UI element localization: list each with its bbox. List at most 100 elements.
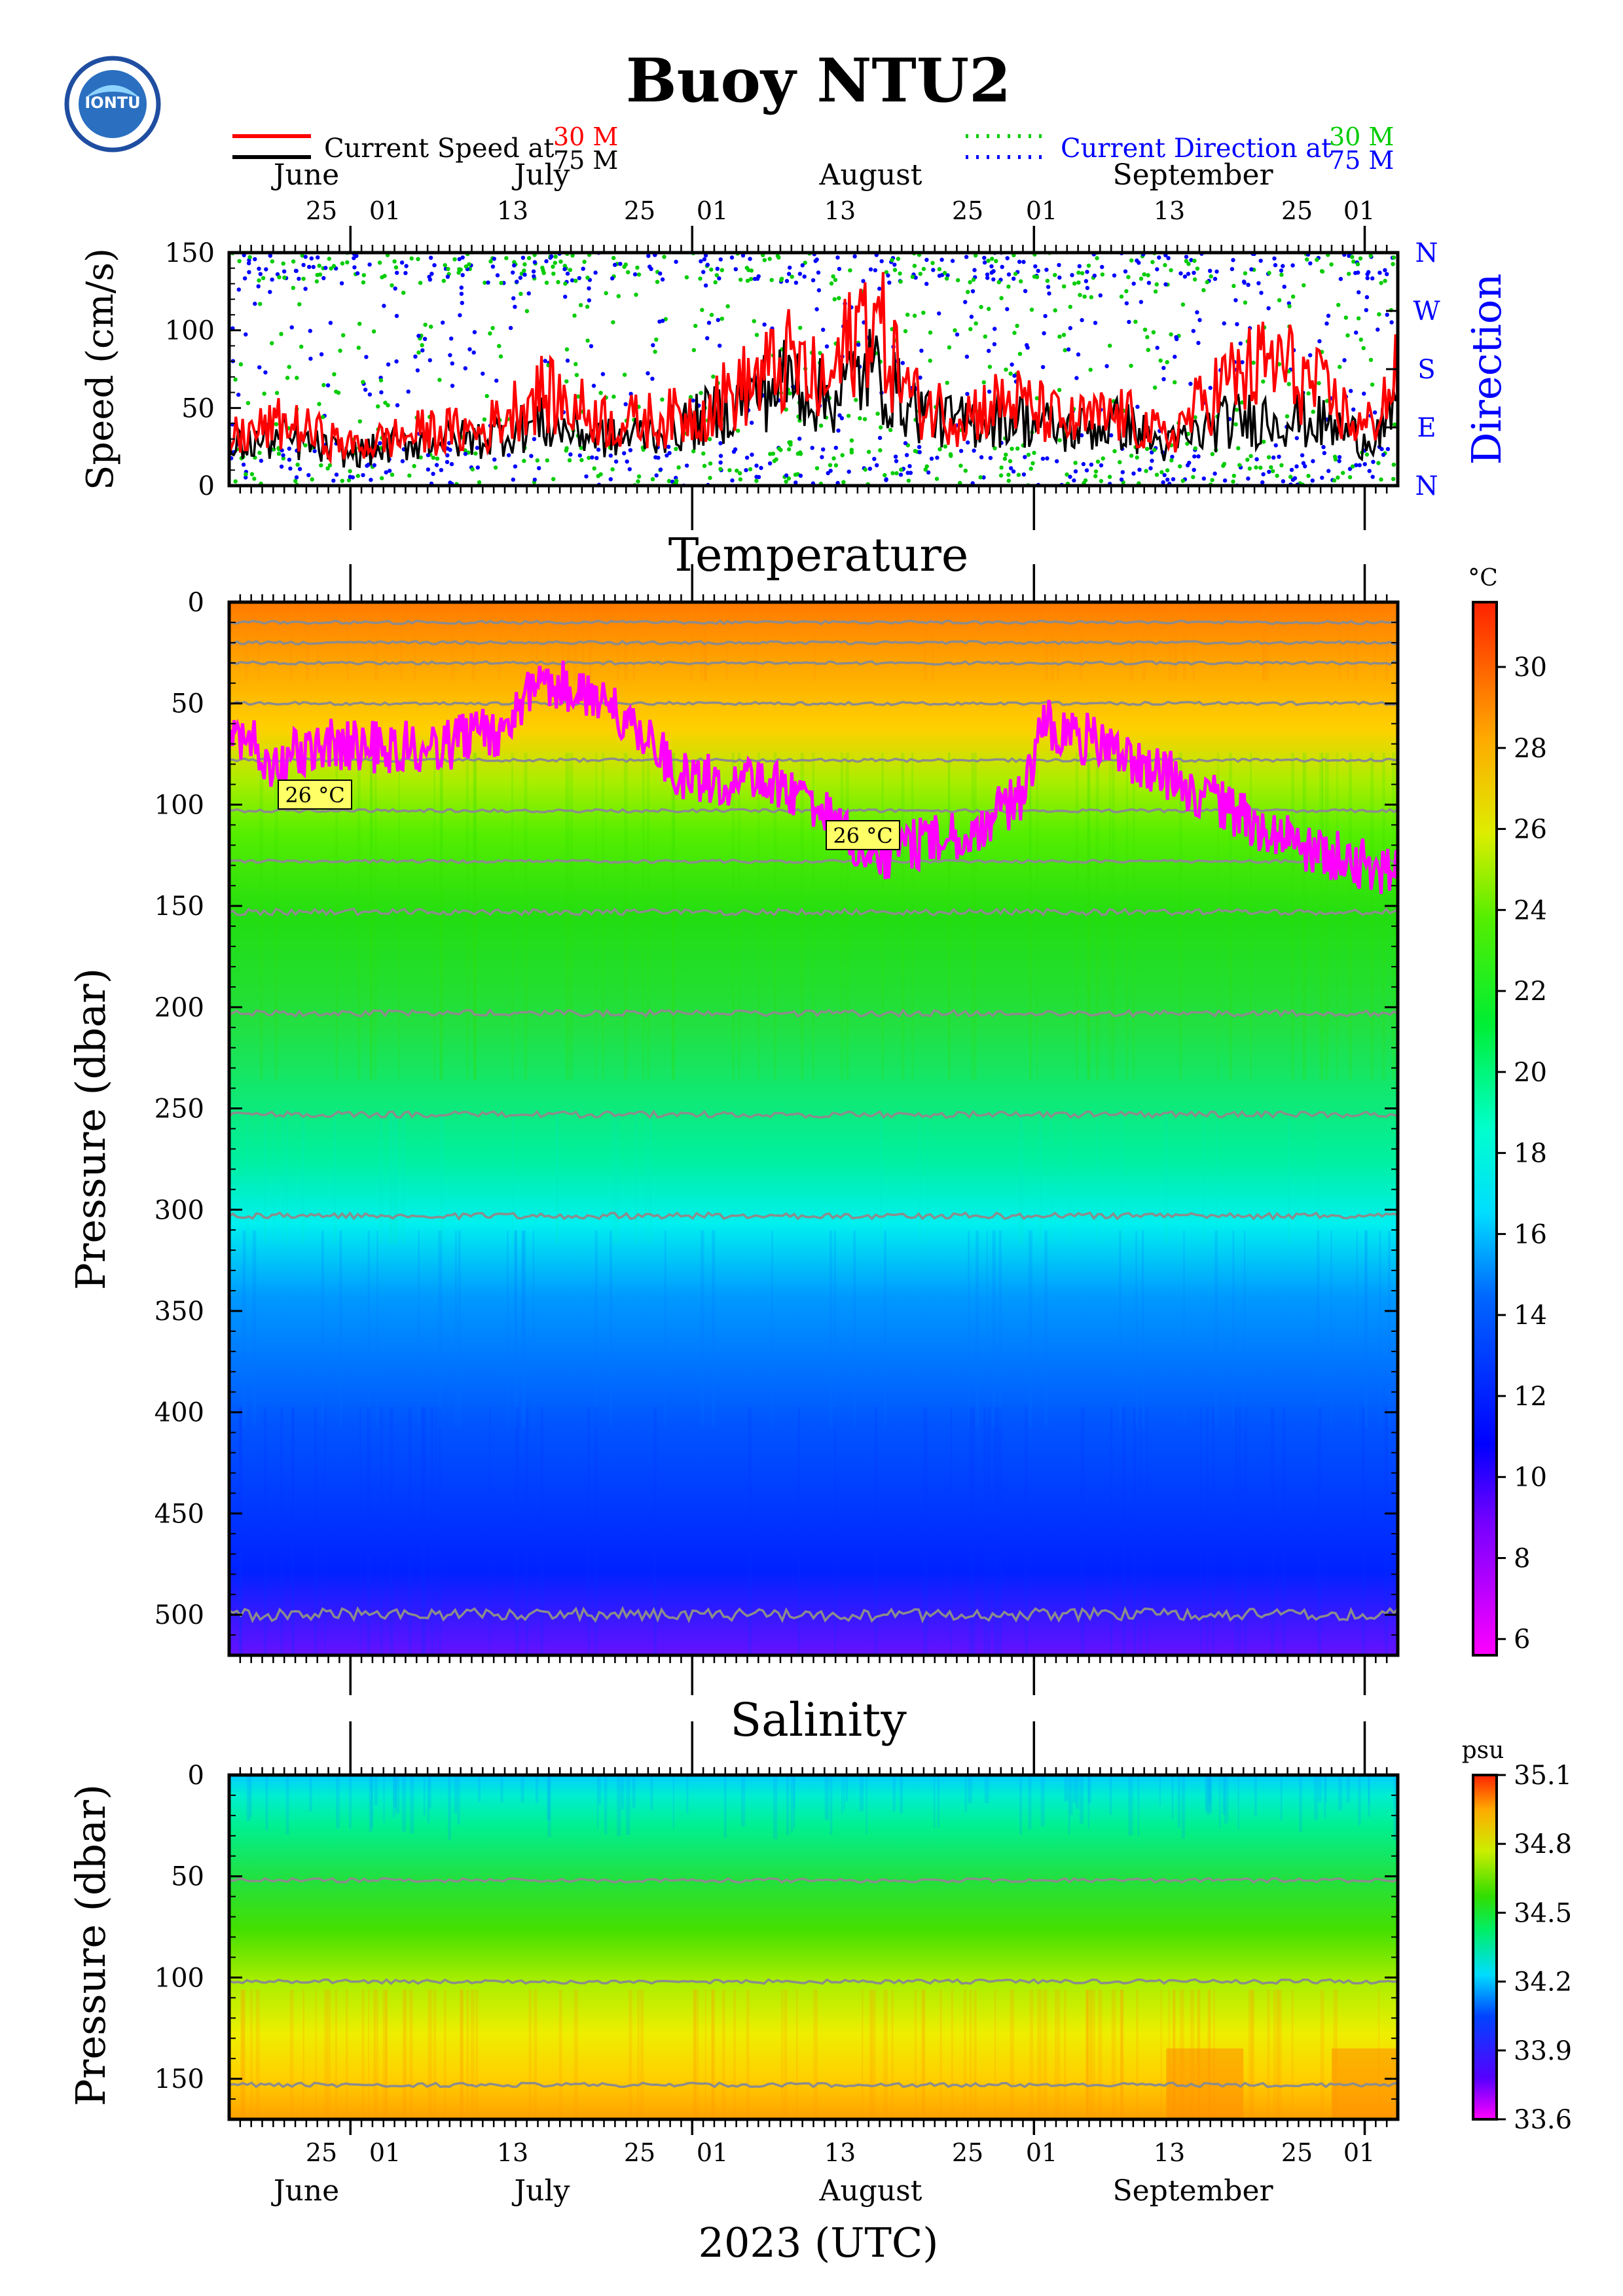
direction-dot xyxy=(1345,333,1350,338)
direction-dot xyxy=(1016,473,1021,477)
direction-dot xyxy=(1118,460,1122,465)
salinity-streak xyxy=(629,1990,632,2119)
salinity-streak xyxy=(795,1990,798,2119)
temperature-streak xyxy=(773,753,777,1080)
temperature-streak xyxy=(1262,602,1266,681)
salinity-streak xyxy=(383,1775,385,1823)
salinity-streak xyxy=(869,1990,873,2119)
direction-dot xyxy=(316,255,320,260)
direction-dot xyxy=(1178,464,1182,469)
salinity-streak xyxy=(385,1990,388,2119)
direction-dot xyxy=(987,348,991,353)
salinity-streak xyxy=(520,1775,524,1803)
direction-dot xyxy=(591,384,596,388)
direction-dot xyxy=(982,260,987,265)
direction-dot xyxy=(426,453,431,457)
direction-dot xyxy=(598,391,603,395)
direction-dot xyxy=(833,446,839,450)
direction-dot xyxy=(738,477,743,482)
temperature-streak xyxy=(1364,1230,1367,1427)
temperature-y-tick-label: 500 xyxy=(155,1600,204,1630)
salinity-streak xyxy=(460,1990,464,2119)
direction-dot xyxy=(256,284,261,289)
direction-dot xyxy=(1065,472,1069,477)
direction-dot xyxy=(1112,449,1117,454)
direction-dot xyxy=(651,343,655,348)
direction-dot xyxy=(431,456,436,460)
direction-dot xyxy=(1095,256,1099,260)
direction-dot xyxy=(264,267,268,272)
direction-dot xyxy=(464,264,469,269)
temperature-streak xyxy=(561,602,564,681)
salinity-streak xyxy=(974,1990,977,2119)
direction-tick-label: S xyxy=(1417,355,1435,385)
salinity-streak xyxy=(1276,1990,1280,2119)
direction-dot xyxy=(441,278,446,283)
direction-dot xyxy=(431,471,435,476)
direction-dot xyxy=(340,478,344,483)
direction-dot xyxy=(945,273,950,278)
salinity-streak xyxy=(528,1990,532,2119)
direction-dot xyxy=(244,472,248,476)
direction-dot xyxy=(1286,382,1292,386)
direction-dot xyxy=(1260,480,1265,485)
temperature-streak xyxy=(1370,753,1374,1080)
direction-dot xyxy=(511,296,516,300)
day-tick-label: 01 xyxy=(1343,196,1375,225)
direction-dot xyxy=(244,475,248,480)
direction-dot xyxy=(445,274,450,279)
direction-dot xyxy=(939,257,944,262)
direction-dot xyxy=(771,452,776,456)
temperature-streak xyxy=(433,753,436,1080)
direction-dot xyxy=(429,272,434,276)
direction-dot xyxy=(1205,279,1210,285)
direction-dot xyxy=(718,257,723,262)
temperature-streak xyxy=(703,602,708,681)
day-tick-label: 25 xyxy=(952,196,983,225)
salinity-streak xyxy=(859,1775,864,1812)
direction-dot xyxy=(1231,283,1236,289)
direction-dot xyxy=(355,271,360,276)
direction-dot xyxy=(303,443,308,448)
temperature-streak xyxy=(1317,1230,1320,1427)
direction-dot xyxy=(875,463,879,467)
direction-dot xyxy=(701,270,706,274)
salinity-streak xyxy=(883,1990,888,2119)
direction-dot xyxy=(731,450,737,454)
direction-dot xyxy=(1145,334,1150,340)
direction-dot xyxy=(849,448,854,452)
salinity-streak xyxy=(382,1990,388,2119)
direction-dot xyxy=(837,413,842,418)
day-tick-label: 13 xyxy=(497,196,528,225)
direction-dot xyxy=(470,467,475,472)
direction-dot xyxy=(1017,259,1022,264)
month-label-top-june: June xyxy=(271,158,339,192)
direction-dot xyxy=(1356,316,1361,321)
direction-dot xyxy=(1144,469,1148,473)
direction-dot xyxy=(1370,276,1375,281)
salinity-streak xyxy=(1171,1775,1174,1820)
direction-dot xyxy=(576,394,581,399)
direction-dot xyxy=(233,479,238,484)
salinity-streak xyxy=(1029,1990,1034,2119)
salinity-streak xyxy=(1267,1990,1270,2119)
direction-dot xyxy=(1361,346,1366,351)
direction-dot xyxy=(1368,253,1373,259)
direction-dot xyxy=(1236,446,1241,450)
salinity-streak xyxy=(740,1775,746,1827)
direction-dot xyxy=(323,266,328,270)
direction-dot xyxy=(986,259,991,263)
temperature-streak xyxy=(594,1230,598,1427)
direction-dot xyxy=(518,276,523,280)
salinity-streak xyxy=(428,1990,430,2119)
temperature-streak xyxy=(947,753,949,1080)
salinity-colorbar-ticks: 33.633.934.234.534.835.1 xyxy=(1497,1761,1572,2135)
temperature-sensor-line xyxy=(229,1109,1398,1119)
direction-dot xyxy=(357,419,362,423)
salinity-streak xyxy=(558,1990,562,2119)
direction-dot xyxy=(649,266,653,272)
direction-dot xyxy=(837,296,841,300)
direction-axis-title: Direction xyxy=(1463,274,1510,465)
day-tick-label: 01 xyxy=(369,2138,401,2167)
direction-dot xyxy=(1362,462,1367,467)
